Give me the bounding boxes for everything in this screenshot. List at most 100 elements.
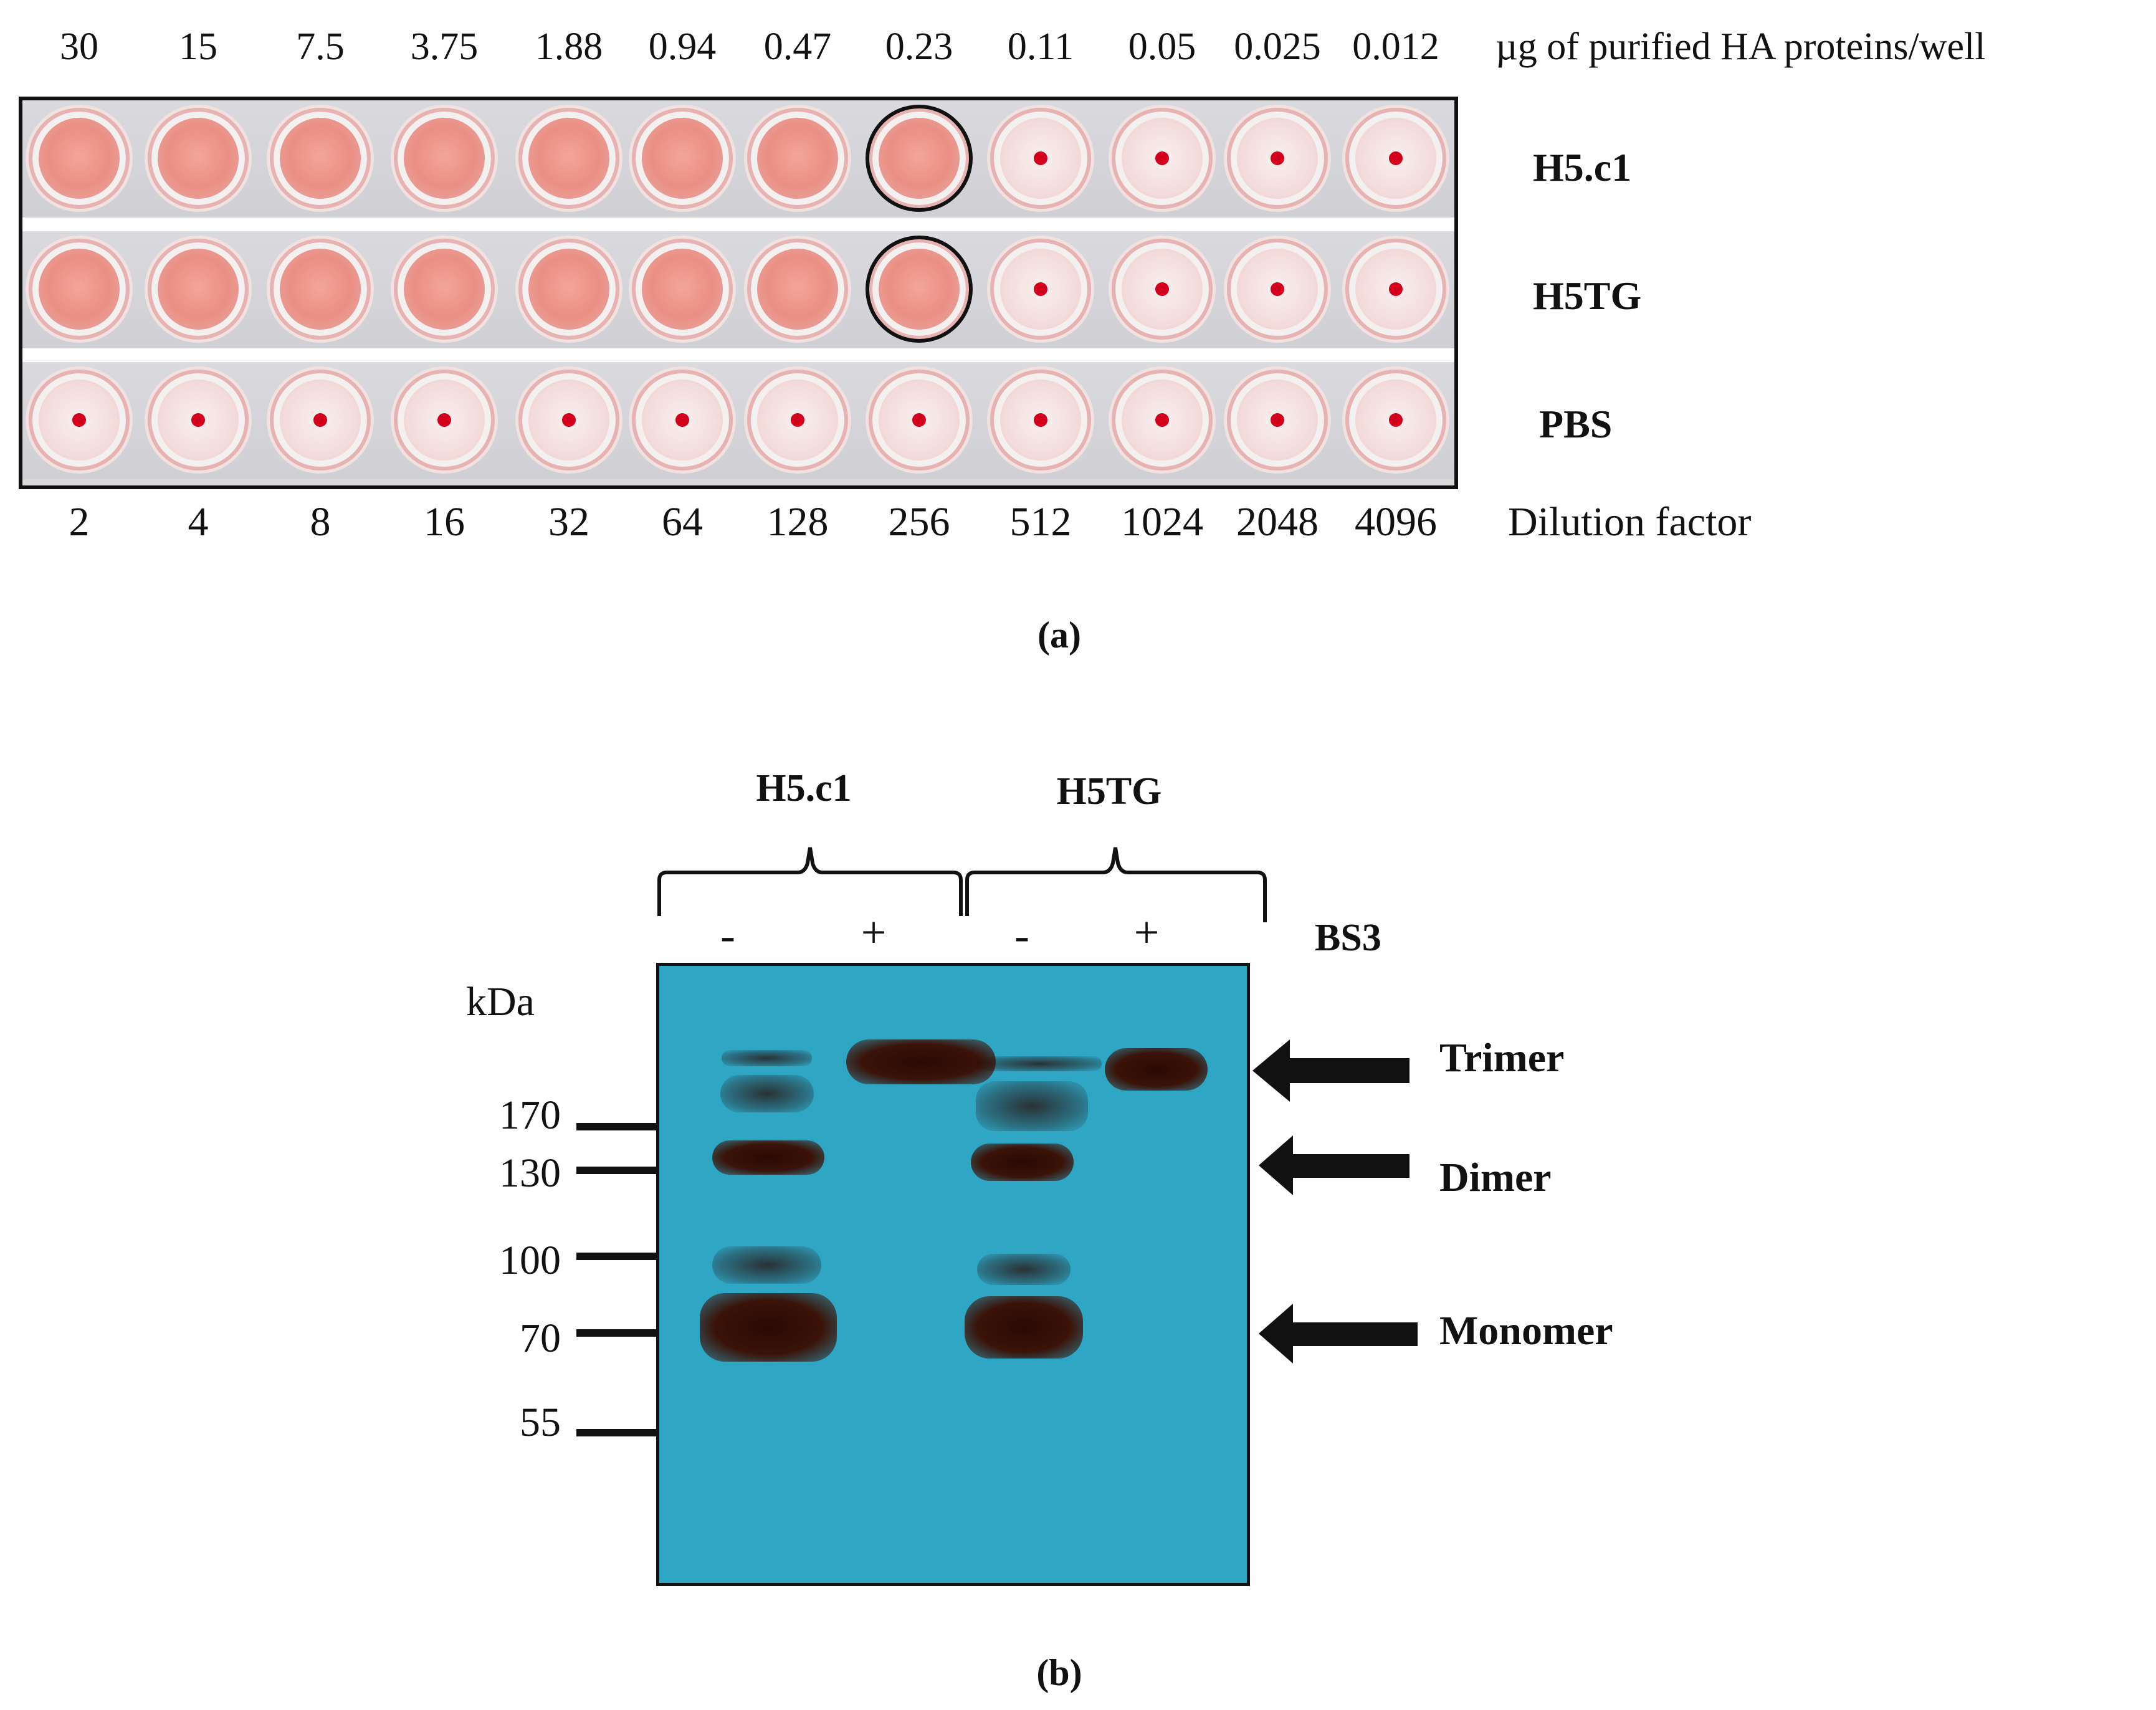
well-button <box>29 370 130 470</box>
row-separator <box>22 217 1454 231</box>
sample-label-h5tg: H5TG <box>1056 770 1162 813</box>
band-lane3-monomer <box>965 1296 1083 1359</box>
rbc-button-dot <box>1155 151 1169 165</box>
dilution-label: 512 <box>1009 499 1072 545</box>
endpoint-circle <box>866 236 973 343</box>
rbc-button-dot <box>1271 151 1284 165</box>
well-agglutinated <box>632 108 733 209</box>
plate-row <box>22 100 1454 217</box>
dilution-unit-label: Dilution factor <box>1508 499 1752 545</box>
trimer-arrow <box>1252 1039 1410 1102</box>
dimer-arrow <box>1259 1135 1410 1195</box>
band-lane1-smear <box>720 1075 814 1112</box>
endpoint-circle <box>866 105 973 212</box>
well-agglutinated <box>394 239 495 340</box>
band-lane1-monomer <box>700 1293 837 1362</box>
lane-3-sign: - <box>1014 910 1029 960</box>
dilution-label: 4 <box>188 499 209 545</box>
well-button <box>869 370 970 470</box>
marker-70: 70 <box>520 1316 561 1361</box>
band-lane3-dimer <box>971 1144 1074 1181</box>
well-button <box>518 370 619 470</box>
panel-b-caption: (b) <box>1036 1652 1082 1693</box>
row-label-h5c1: H5.c1 <box>1533 145 1632 189</box>
amount-label: 15 <box>179 26 217 68</box>
monomer-label: Monomer <box>1439 1308 1613 1354</box>
hemagglutination-plate <box>19 97 1458 489</box>
marker-line-100 <box>576 1253 661 1260</box>
trimer-label: Trimer <box>1439 1035 1565 1081</box>
rbc-button-dot <box>1389 282 1403 296</box>
lane-2-sign: + <box>861 907 887 957</box>
dilution-label: 32 <box>548 499 589 545</box>
rbc-button-dot <box>1155 413 1169 427</box>
marker-line-130 <box>576 1167 661 1174</box>
rbc-button-dot <box>1034 413 1047 427</box>
marker-line-170 <box>576 1123 661 1130</box>
rbc-button-dot <box>1034 282 1047 296</box>
amount-label: 0.11 <box>1007 26 1074 68</box>
amount-label: 3.75 <box>410 26 479 68</box>
well-button <box>148 370 249 470</box>
well-agglutinated <box>270 239 371 340</box>
amount-label: 30 <box>60 26 98 68</box>
well-agglutinated <box>148 239 249 340</box>
dilution-label: 2048 <box>1236 499 1319 545</box>
rbc-button-dot <box>562 413 576 427</box>
dilution-label: 2 <box>69 499 90 545</box>
rbc-button-dot <box>1389 413 1403 427</box>
well-button <box>632 370 733 470</box>
well-button <box>990 108 1091 209</box>
well-button <box>1227 239 1328 340</box>
well-button <box>1112 108 1213 209</box>
well-button <box>747 370 848 470</box>
western-blot-membrane <box>656 963 1250 1586</box>
monomer-arrow <box>1259 1304 1418 1364</box>
rbc-button-dot <box>912 413 926 427</box>
well-button <box>1112 370 1213 470</box>
rbc-button-dot <box>1389 151 1403 165</box>
well-button <box>270 370 371 470</box>
amount-label: 0.012 <box>1352 26 1439 68</box>
well-agglutinated <box>394 108 495 209</box>
well-button <box>990 370 1091 470</box>
well-agglutinated <box>148 108 249 209</box>
well-button <box>1227 370 1328 470</box>
rbc-button-dot <box>675 413 689 427</box>
amount-label: 0.94 <box>648 26 717 68</box>
marker-line-55 <box>576 1429 661 1436</box>
marker-130: 130 <box>499 1150 561 1196</box>
well-button <box>1345 108 1446 209</box>
amount-unit-label: µg of purified HA proteins/well <box>1495 26 1986 68</box>
band-lane3-smear <box>976 1081 1088 1131</box>
rbc-button-dot <box>191 413 205 427</box>
band-lane1-trimer <box>722 1050 812 1066</box>
panel-a-caption: (a) <box>1037 614 1081 656</box>
well-agglutinated <box>747 108 848 209</box>
well-button <box>1345 370 1446 470</box>
band-lane2-trimer <box>846 1039 996 1084</box>
well-agglutinated <box>518 108 619 209</box>
well-agglutinated <box>29 108 130 209</box>
rbc-button-dot <box>1271 413 1284 427</box>
band-lane3-trimer <box>977 1056 1102 1071</box>
plate-row <box>22 362 1454 479</box>
rbc-button-dot <box>1155 282 1169 296</box>
rbc-button-dot <box>437 413 451 427</box>
band-lane1-dimer <box>712 1140 824 1175</box>
band-lane3-100kda <box>977 1254 1071 1285</box>
well-agglutinated <box>518 239 619 340</box>
rbc-button-dot <box>313 413 327 427</box>
well-button <box>1345 239 1446 340</box>
bs3-label: BS3 <box>1315 917 1381 959</box>
marker-100: 100 <box>499 1238 561 1283</box>
kda-label: kDa <box>466 979 535 1025</box>
well-agglutinated <box>270 108 371 209</box>
dilution-label: 4096 <box>1355 499 1437 545</box>
well-agglutinated <box>747 239 848 340</box>
row-separator <box>22 348 1454 362</box>
rbc-button-dot <box>1034 151 1047 165</box>
amount-label: 1.88 <box>535 26 603 68</box>
rbc-button-dot <box>791 413 804 427</box>
dilution-label: 64 <box>662 499 703 545</box>
